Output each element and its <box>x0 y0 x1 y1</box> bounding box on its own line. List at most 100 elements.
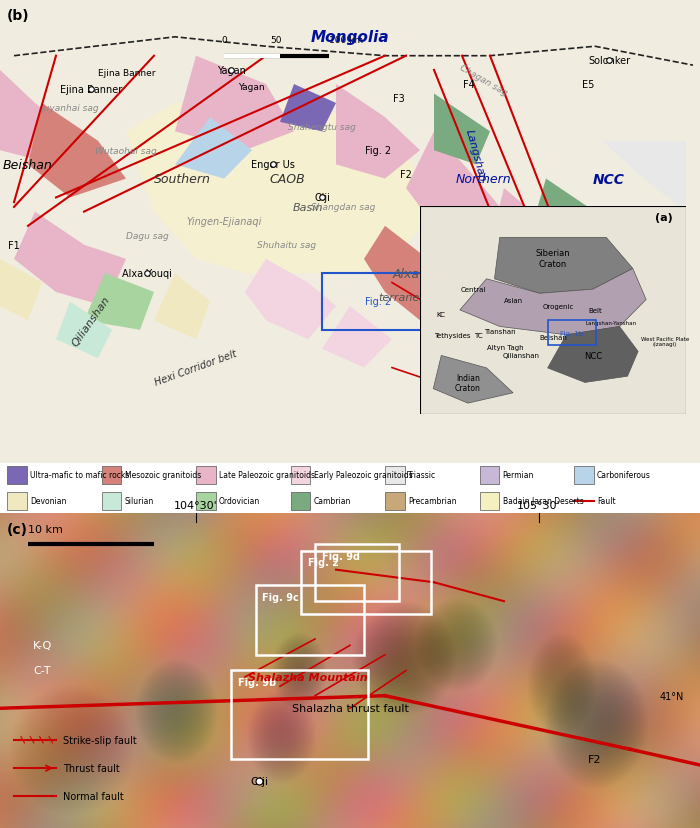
Text: C-T: C-T <box>34 666 50 676</box>
Text: Early Paleozoic granitoids: Early Paleozoic granitoids <box>314 471 412 479</box>
Text: F1: F1 <box>8 240 20 250</box>
Polygon shape <box>14 212 126 307</box>
Text: 105°30': 105°30' <box>517 500 561 510</box>
Polygon shape <box>494 238 633 294</box>
Text: 100 km: 100 km <box>329 36 363 45</box>
Text: (a): (a) <box>655 214 673 224</box>
Text: Ultra-mafic to mafic rocks: Ultra-mafic to mafic rocks <box>30 471 130 479</box>
Text: Shalazha Mountain: Shalazha Mountain <box>248 672 368 682</box>
Text: Carboniferous: Carboniferous <box>597 471 651 479</box>
Polygon shape <box>28 104 126 198</box>
Bar <box>480 493 499 510</box>
Text: F4: F4 <box>463 80 475 90</box>
Text: Devonian: Devonian <box>30 497 66 506</box>
Text: (c): (c) <box>7 522 28 537</box>
Text: terrane: terrane <box>379 292 419 302</box>
Text: Olji: Olji <box>250 776 268 786</box>
Text: (b): (b) <box>7 9 29 23</box>
Polygon shape <box>336 85 420 180</box>
Text: Belt: Belt <box>589 307 603 314</box>
Text: Langshan-Yanshan: Langshan-Yanshan <box>586 320 637 325</box>
Text: Thrust fault: Thrust fault <box>63 763 120 773</box>
Text: Fig. 2: Fig. 2 <box>365 146 391 156</box>
Text: NCC: NCC <box>584 352 602 360</box>
Polygon shape <box>56 302 112 359</box>
Text: Yagan: Yagan <box>216 65 246 76</box>
Text: Qilianshan: Qilianshan <box>503 353 540 359</box>
Text: Northern: Northern <box>455 173 511 185</box>
Bar <box>322 274 434 330</box>
Text: Basin: Basin <box>293 203 323 213</box>
Text: Chagan sag: Chagan sag <box>458 63 508 98</box>
Polygon shape <box>434 94 490 166</box>
Text: Fig. 9c: Fig. 9c <box>262 592 300 602</box>
Text: Mongolia: Mongolia <box>311 31 389 46</box>
Text: Normal fault: Normal fault <box>63 792 124 802</box>
Text: 104°30': 104°30' <box>174 500 218 510</box>
Text: Dagu sag: Dagu sag <box>125 232 169 240</box>
Polygon shape <box>547 327 638 383</box>
Text: Central: Central <box>461 286 486 293</box>
Text: Fig. 9b: Fig. 9b <box>238 677 276 687</box>
Text: Cambrian: Cambrian <box>314 497 351 506</box>
Bar <box>7 467 27 484</box>
Text: Juyanhai sag: Juyanhai sag <box>41 104 99 113</box>
Text: Strike-slip fault: Strike-slip fault <box>63 735 136 745</box>
Polygon shape <box>175 56 294 151</box>
Text: Mesozoic granitoids: Mesozoic granitoids <box>125 471 201 479</box>
Bar <box>102 467 121 484</box>
Text: Indian
Craton: Indian Craton <box>455 373 481 392</box>
Polygon shape <box>0 260 42 321</box>
Polygon shape <box>364 227 455 321</box>
Text: Olji: Olji <box>314 193 330 203</box>
Text: Yagan: Yagan <box>238 83 265 92</box>
Text: Badain Jaran Deserts: Badain Jaran Deserts <box>503 497 583 506</box>
Text: Fig. 1b: Fig. 1b <box>560 330 583 336</box>
Text: Ejina Banner: Ejina Banner <box>98 69 155 78</box>
Text: Permian: Permian <box>503 471 534 479</box>
Text: Altyn Tagh: Altyn Tagh <box>486 344 524 351</box>
Text: Silurian: Silurian <box>125 497 154 506</box>
Text: Tianshan: Tianshan <box>484 328 516 335</box>
Polygon shape <box>433 356 513 404</box>
Polygon shape <box>490 189 595 307</box>
Bar <box>7 493 27 510</box>
Polygon shape <box>602 321 686 402</box>
Bar <box>290 493 310 510</box>
Text: Shahengtu sag: Shahengtu sag <box>288 123 356 132</box>
Bar <box>315 545 399 601</box>
Text: Enger Us: Enger Us <box>251 160 295 171</box>
Text: Ejina Banner: Ejina Banner <box>60 84 122 94</box>
Polygon shape <box>406 132 504 245</box>
Polygon shape <box>434 307 504 368</box>
Text: 41°N: 41°N <box>660 691 684 700</box>
Text: Yingen-Ejianaqi: Yingen-Ejianaqi <box>186 217 262 227</box>
Bar <box>256 585 364 655</box>
Polygon shape <box>126 104 434 274</box>
Bar <box>480 467 499 484</box>
Bar <box>196 467 216 484</box>
Text: Asian: Asian <box>503 297 523 303</box>
Bar <box>547 321 596 346</box>
Text: Precambrian: Precambrian <box>408 497 456 506</box>
Text: Orogenic: Orogenic <box>542 303 574 310</box>
Polygon shape <box>595 212 686 307</box>
Text: CAOB: CAOB <box>269 173 305 185</box>
Text: 0: 0 <box>221 36 227 45</box>
Text: Alxa: Alxa <box>393 267 419 280</box>
Bar <box>290 467 310 484</box>
Bar <box>385 467 405 484</box>
Text: Wutaohai sag: Wutaohai sag <box>95 147 157 156</box>
Polygon shape <box>322 307 392 368</box>
Text: Triassic: Triassic <box>408 471 436 479</box>
Text: Beishan: Beishan <box>3 159 53 171</box>
Polygon shape <box>175 118 252 180</box>
Text: 10 km: 10 km <box>28 524 63 534</box>
Text: Hexi Corridor belt: Hexi Corridor belt <box>153 349 239 388</box>
Polygon shape <box>84 274 154 330</box>
Text: Tethysides: Tethysides <box>434 332 470 339</box>
Polygon shape <box>280 85 336 132</box>
Text: Ordovician: Ordovician <box>219 497 260 506</box>
Polygon shape <box>532 180 595 245</box>
Text: Fault: Fault <box>597 497 616 506</box>
